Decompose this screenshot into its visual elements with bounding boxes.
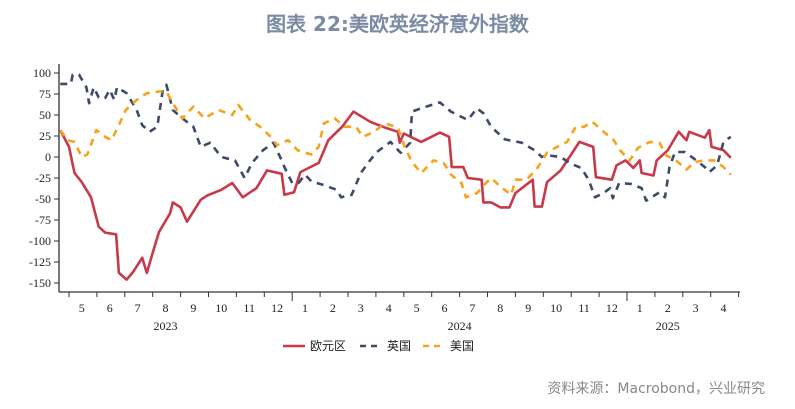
x-tick-label: 8 bbox=[163, 301, 169, 315]
x-tick-label: 6 bbox=[442, 301, 448, 315]
chart-title: 图表 22:美欧英经济意外指数 bbox=[266, 12, 529, 36]
y-tick-label: -25 bbox=[35, 171, 51, 185]
series-line-欧元区 bbox=[59, 110, 732, 281]
x-tick-label: 1 bbox=[637, 301, 643, 315]
y-tick-label: -75 bbox=[35, 213, 51, 227]
x-tick-label: 7 bbox=[469, 301, 475, 315]
x-year-label: 2025 bbox=[656, 319, 680, 333]
legend-label: 美国 bbox=[450, 339, 474, 353]
x-tick-label: 6 bbox=[107, 301, 113, 315]
x-tick-label: 9 bbox=[190, 301, 196, 315]
series-line-英国 bbox=[60, 73, 732, 202]
x-tick-label: 7 bbox=[135, 301, 141, 315]
y-tick-label: 75 bbox=[39, 87, 51, 101]
y-tick-label: 50 bbox=[39, 108, 51, 122]
x-tick-label: 5 bbox=[414, 301, 420, 315]
x-tick-label: 2 bbox=[665, 301, 671, 315]
x-tick-label: 1 bbox=[302, 301, 308, 315]
x-tick-label: 11 bbox=[243, 301, 255, 315]
y-tick-label: 25 bbox=[39, 129, 51, 143]
x-tick-label: 11 bbox=[578, 301, 590, 315]
legend-item: 欧元区 bbox=[283, 339, 346, 353]
y-tick-label: 0 bbox=[45, 150, 51, 164]
series-line-美国 bbox=[59, 90, 732, 199]
x-tick-label: 8 bbox=[497, 301, 503, 315]
series-lines bbox=[59, 73, 732, 281]
x-tick-label: 10 bbox=[215, 301, 227, 315]
legend-item: 英国 bbox=[360, 339, 411, 353]
y-tick-label: -100 bbox=[29, 234, 51, 248]
x-tick-label: 9 bbox=[525, 301, 531, 315]
x-tick-label: 5 bbox=[79, 301, 85, 315]
source-note: 资料来源：Macrobond，兴业研究 bbox=[547, 381, 765, 397]
x-tick-label: 4 bbox=[721, 301, 727, 315]
x-tick-label: 4 bbox=[386, 301, 392, 315]
y-tick-label: -150 bbox=[29, 276, 51, 290]
y-tick-label: 100 bbox=[33, 66, 51, 80]
x-year-label: 2024 bbox=[448, 319, 472, 333]
x-tick-label: 12 bbox=[606, 301, 618, 315]
x-tick-label: 2 bbox=[330, 301, 336, 315]
x-tick-label: 12 bbox=[271, 301, 283, 315]
x-tick-label: 3 bbox=[693, 301, 699, 315]
y-tick-label: -125 bbox=[29, 255, 51, 269]
legend: 欧元区 英国 美国 bbox=[283, 339, 474, 353]
legend-label: 欧元区 bbox=[310, 339, 346, 353]
y-tick-label: -50 bbox=[35, 192, 51, 206]
legend-label: 英国 bbox=[387, 339, 411, 353]
legend-item: 美国 bbox=[423, 339, 474, 353]
x-year-label: 2023 bbox=[154, 319, 178, 333]
x-tick-label: 10 bbox=[550, 301, 562, 315]
x-tick-label: 3 bbox=[358, 301, 364, 315]
